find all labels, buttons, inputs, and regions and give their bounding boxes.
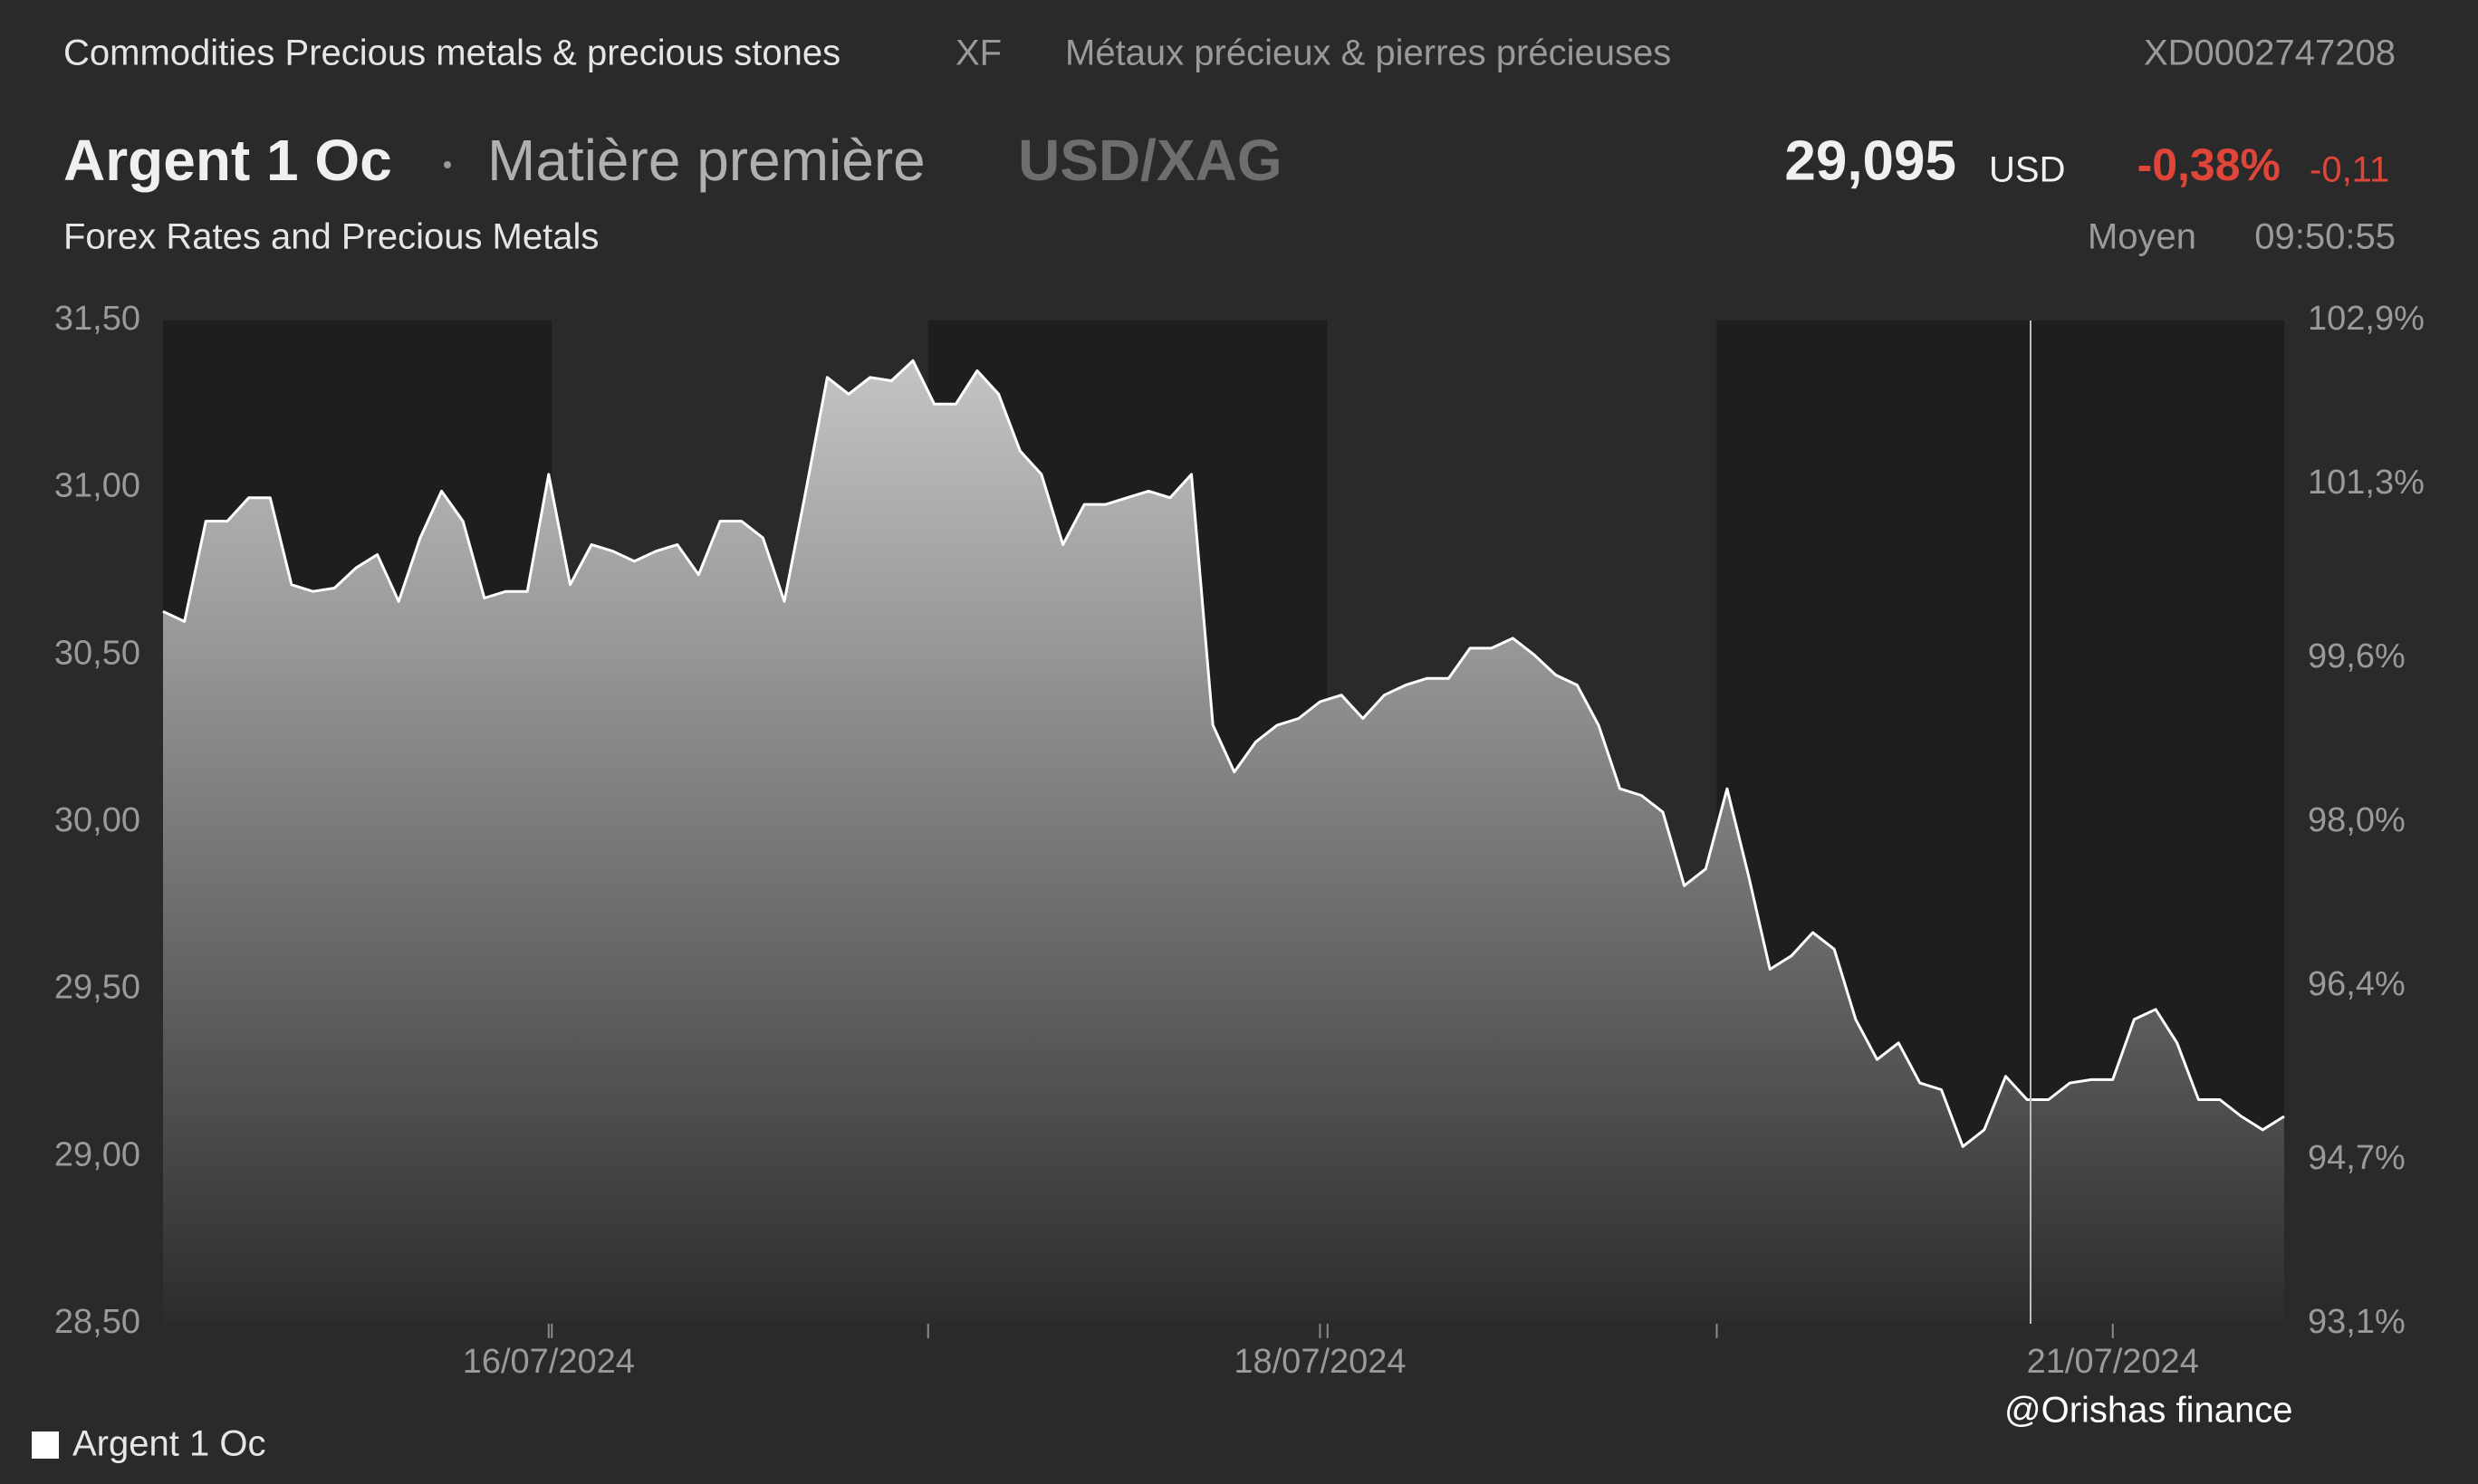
y-tick-label: 30,50 <box>54 634 140 672</box>
currency: USD <box>1989 150 2065 190</box>
y-tick-label: 29,00 <box>54 1135 140 1173</box>
y-tick-label: 31,50 <box>54 300 140 338</box>
instrument-title: Argent 1 Oc <box>63 128 392 193</box>
y2-tick-label: 99,6% <box>2308 637 2406 675</box>
y2-tick-label: 98,0% <box>2308 801 2406 839</box>
change-abs: -0,11 <box>2310 150 2389 190</box>
price: 29,095 <box>1784 129 1956 192</box>
instrument-kind: Matière première <box>487 128 926 193</box>
x-tick-label: 21/07/2024 <box>2027 1343 2199 1381</box>
y2-tick-label: 93,1% <box>2308 1303 2406 1341</box>
y-tick-label: 29,50 <box>54 969 140 1007</box>
breadcrumb[interactable]: Commodities Precious metals & precious s… <box>63 34 840 73</box>
exchange: XF <box>956 34 1002 73</box>
time: 09:50:55 <box>2254 217 2396 257</box>
separator <box>444 161 451 168</box>
x-tick-label: 18/07/2024 <box>1234 1343 1406 1381</box>
y-tick-label: 31,00 <box>54 467 140 505</box>
area-fill <box>163 360 2284 1324</box>
y-tick-label: 28,50 <box>54 1303 140 1341</box>
y2-tick-label: 96,4% <box>2308 965 2406 1003</box>
watermark: @Orishas finance <box>2004 1391 2293 1431</box>
series-line <box>162 359 2285 1148</box>
category-fr: Métaux précieux & pierres précieuses <box>1065 34 1671 73</box>
subtitle: Forex Rates and Precious Metals <box>63 217 599 257</box>
y2-tick-label: 101,3% <box>2308 464 2425 502</box>
legend-swatch <box>32 1431 59 1459</box>
price-type: Moyen <box>2088 217 2196 257</box>
pair: USD/XAG <box>1018 128 1282 193</box>
y2-tick-label: 94,7% <box>2308 1139 2406 1177</box>
change-pct: -0,38% <box>2137 139 2281 190</box>
legend-label[interactable]: Argent 1 Oc <box>72 1424 265 1464</box>
x-tick-label: 16/07/2024 <box>463 1343 635 1381</box>
isin: XD0002747208 <box>2144 34 2396 73</box>
y2-tick-label: 102,9% <box>2308 300 2425 338</box>
y-tick-label: 30,00 <box>54 801 140 839</box>
